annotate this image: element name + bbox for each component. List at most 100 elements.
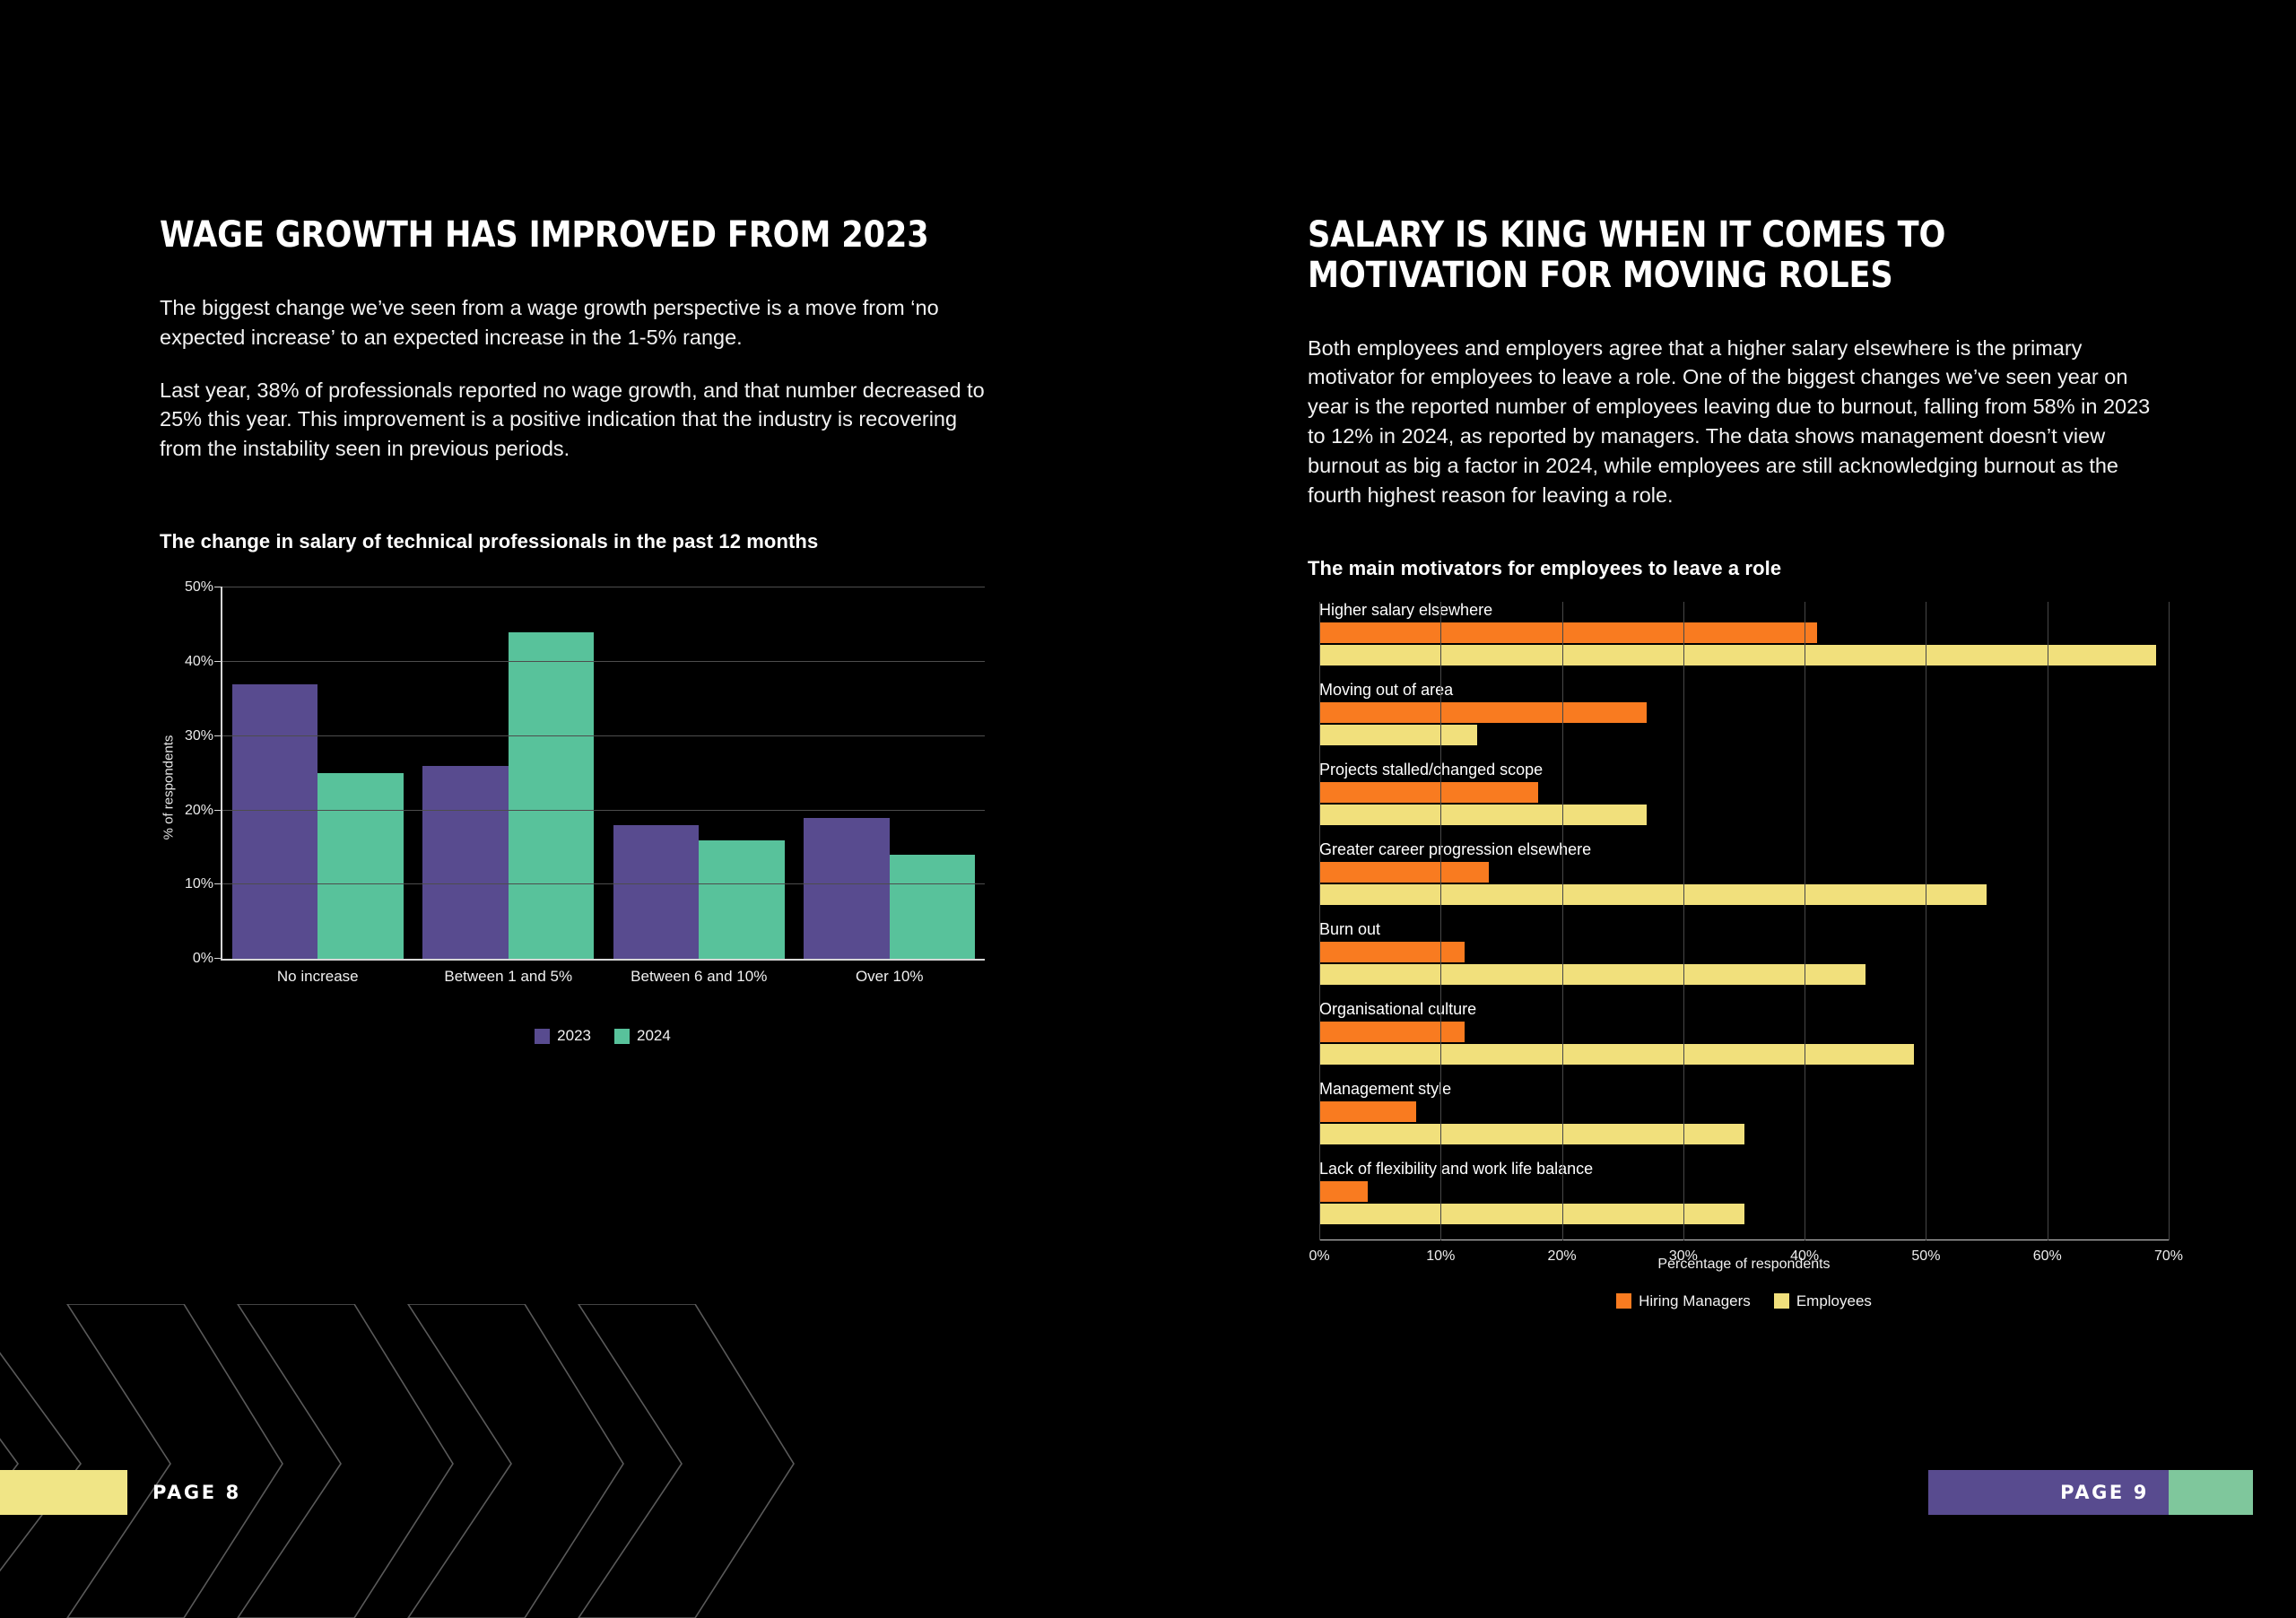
bar-2024 xyxy=(317,773,404,960)
x-axis-tick-label: 50% xyxy=(1911,1248,1941,1264)
left-page: WAGE GROWTH HAS IMPROVED FROM 2023 The b… xyxy=(0,215,1148,1515)
right-page-headline: SALARY IS KING WHEN IT COMES TO MOTIVATI… xyxy=(1308,214,1946,296)
legend-label: 2024 xyxy=(637,1027,671,1045)
bar-group: No increase xyxy=(222,587,413,985)
bar-group: Lack of flexibility and work life balanc… xyxy=(1319,1161,2169,1240)
bar-group: Moving out of area xyxy=(1319,682,2169,761)
motivators-plot: Higher salary elsewhere Moving out of are… xyxy=(1308,601,2183,1310)
bar-employees xyxy=(1319,804,1648,825)
bar-group: Over 10% xyxy=(795,587,986,985)
bar-2023 xyxy=(422,765,509,960)
y-axis-tick-mark xyxy=(214,809,222,811)
legend-swatch-icon xyxy=(614,1028,630,1044)
y-axis-tick-label: 10% xyxy=(184,876,213,892)
x-axis-tick-label: No increase xyxy=(276,968,359,986)
bar-hiring-managers xyxy=(1319,781,1538,803)
category-label: Moving out of area xyxy=(1319,680,1454,699)
y-axis-tick-mark xyxy=(214,883,222,885)
gridline xyxy=(1683,601,1684,1240)
salary-change-legend: 2023 2024 xyxy=(221,1027,985,1045)
bar-group: Burn out xyxy=(1319,921,2169,1001)
salary-change-plot: % of respondents No increase Between 1 an… xyxy=(160,577,986,1044)
legend-item-2024[interactable]: 2024 xyxy=(614,1027,671,1045)
motivators-legend: Hiring Managers Employees xyxy=(1319,1292,2169,1310)
gridline xyxy=(1561,601,1563,1240)
page-number-left: PAGE 8 xyxy=(152,1482,241,1503)
x-axis-tick-label: 40% xyxy=(1790,1248,1820,1264)
bar-employees xyxy=(1319,883,1987,905)
page-number-right: PAGE 9 xyxy=(2060,1482,2149,1503)
category-label: Greater career progression elsewhere xyxy=(1319,839,1592,858)
y-axis-tick-mark xyxy=(214,661,222,663)
bar-group: Higher salary elsewhere xyxy=(1319,602,2169,682)
salary-change-plot-area: No increase Between 1 and 5% Between 6 and… xyxy=(185,579,986,985)
y-axis-tick-label: 50% xyxy=(184,579,213,596)
motivators-chart: The main motivators for employees to lea… xyxy=(1308,557,2296,1310)
bar-2023 xyxy=(613,825,700,960)
bar-employees xyxy=(1319,1043,1914,1065)
x-axis-tick-label: Over 10% xyxy=(855,968,924,986)
category-label: Projects stalled/changed scope xyxy=(1319,760,1544,779)
x-axis-tick-label: 60% xyxy=(2032,1248,2062,1264)
legend-item-hiring-managers[interactable]: Hiring Managers xyxy=(1616,1292,1751,1310)
bar-employees xyxy=(1319,724,1477,745)
legend-swatch-icon xyxy=(1616,1293,1632,1309)
bar-hiring-managers xyxy=(1319,622,1817,643)
left-paragraph-1: The biggest change we’ve seen from a wag… xyxy=(160,295,939,349)
x-axis-tick-label: 70% xyxy=(2153,1248,2184,1264)
gridline xyxy=(222,735,985,736)
bar-employees xyxy=(1319,644,2157,665)
x-axis-tick-label: Between 1 and 5% xyxy=(444,968,573,986)
category-label: Organisational culture xyxy=(1319,999,1477,1018)
legend-item-2023[interactable]: 2023 xyxy=(535,1027,591,1045)
bar-employees xyxy=(1319,1203,1744,1224)
bar-hiring-managers xyxy=(1319,1021,1465,1042)
salary-change-chart: The change in salary of technical profes… xyxy=(160,530,1148,1044)
bar-2023 xyxy=(804,817,890,960)
bar-hiring-managers xyxy=(1319,1180,1369,1202)
legend-label: Employees xyxy=(1796,1292,1872,1309)
gridline xyxy=(222,883,985,885)
bar-2024 xyxy=(508,631,595,960)
bar-hiring-managers xyxy=(1319,1100,1417,1122)
x-axis-tick-label: 30% xyxy=(1668,1248,1698,1264)
bar-2024 xyxy=(889,855,976,960)
y-axis-tick-mark xyxy=(214,735,222,736)
bar-group: Greater career progression elsewhere xyxy=(1319,841,2169,921)
legend-swatch-icon xyxy=(535,1028,551,1044)
category-label: Burn out xyxy=(1319,919,1381,938)
bar-hiring-managers xyxy=(1319,941,1465,962)
y-axis-tick-label: 40% xyxy=(184,654,213,670)
left-page-footer: PAGE 8 xyxy=(0,1470,241,1515)
bar-2024 xyxy=(699,839,785,960)
legend-swatch-icon xyxy=(1773,1293,1789,1309)
gridline xyxy=(222,958,985,959)
gridline xyxy=(1440,601,1442,1240)
gridline xyxy=(222,809,985,811)
bar-employees xyxy=(1319,963,1866,985)
salary-change-y-axis-label: % of respondents xyxy=(161,735,177,840)
left-paragraph-2: Last year, 38% of professionals reported… xyxy=(160,378,985,461)
legend-label: 2023 xyxy=(557,1027,591,1045)
x-axis-tick-label: 20% xyxy=(1547,1248,1577,1264)
motivators-chart-title: The main motivators for employees to lea… xyxy=(1308,556,1782,579)
footer-green-bar xyxy=(2169,1470,2253,1515)
legend-item-employees[interactable]: Employees xyxy=(1773,1292,1872,1310)
gridline xyxy=(2169,601,2170,1240)
right-paragraph-1: Both employees and employers agree that … xyxy=(1308,335,2151,508)
bar-hiring-managers xyxy=(1319,861,1490,883)
right-page-footer: PAGE 9 xyxy=(1928,1470,2253,1515)
footer-purple-bar: PAGE 9 xyxy=(1928,1470,2169,1515)
bar-2023 xyxy=(231,683,318,960)
category-label: Lack of flexibility and work life balanc… xyxy=(1319,1159,1594,1178)
y-axis-tick-label: 30% xyxy=(184,727,213,744)
footer-yellow-tab xyxy=(0,1470,127,1515)
salary-change-chart-title: The change in salary of technical profes… xyxy=(160,530,819,553)
y-axis-tick-label: 0% xyxy=(192,951,213,967)
category-label: Higher salary elsewhere xyxy=(1319,600,1493,619)
bar-group: Organisational culture xyxy=(1319,1001,2169,1081)
x-axis-tick-label: 0% xyxy=(1309,1248,1330,1264)
category-label: Management style xyxy=(1319,1079,1452,1098)
legend-label: Hiring Managers xyxy=(1639,1292,1751,1309)
